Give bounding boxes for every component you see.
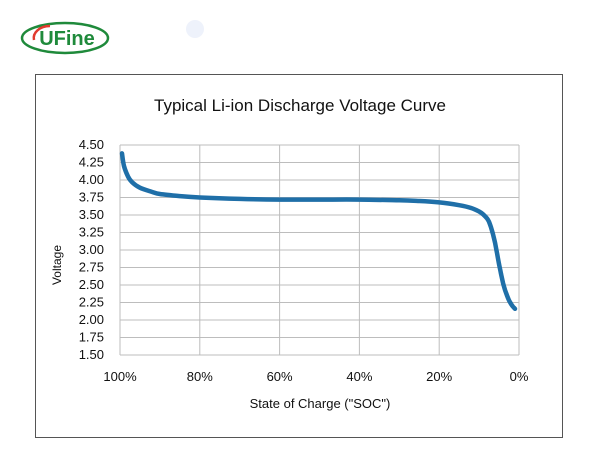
y-tick-label: 2.75 xyxy=(79,260,104,275)
x-tick-label: 20% xyxy=(426,369,452,384)
logo-text: UFine xyxy=(39,28,95,50)
chart-panel xyxy=(35,74,563,438)
y-tick-label: 4.25 xyxy=(79,155,104,170)
y-tick-label: 4.00 xyxy=(79,172,104,187)
y-tick-label: 4.50 xyxy=(79,137,104,152)
x-axis-label: State of Charge ("SOC") xyxy=(249,396,391,411)
x-tick-label: 80% xyxy=(187,369,213,384)
y-axis-label: Voltage xyxy=(50,244,64,286)
y-tick-label: 2.00 xyxy=(79,312,104,327)
x-tick-label: 60% xyxy=(267,369,293,384)
x-tick-label: 100% xyxy=(103,369,137,384)
discharge-curve-line xyxy=(119,151,518,312)
y-tick-label: 2.50 xyxy=(79,277,104,292)
decorative-dot xyxy=(186,20,204,38)
y-tick-label: 3.75 xyxy=(79,190,104,205)
y-tick-label: 3.25 xyxy=(79,225,104,240)
chart-title: Typical Li-ion Discharge Voltage Curve xyxy=(154,96,446,115)
y-tick-label: 1.50 xyxy=(79,347,104,362)
y-tick-label: 3.50 xyxy=(79,207,104,222)
x-tick-label: 0% xyxy=(510,369,529,384)
ufine-logo: UFine xyxy=(20,20,110,56)
y-tick-label: 1.75 xyxy=(79,330,104,345)
y-tick-label: 3.00 xyxy=(79,242,104,257)
x-tick-label: 40% xyxy=(346,369,372,384)
y-tick-label: 2.25 xyxy=(79,295,104,310)
